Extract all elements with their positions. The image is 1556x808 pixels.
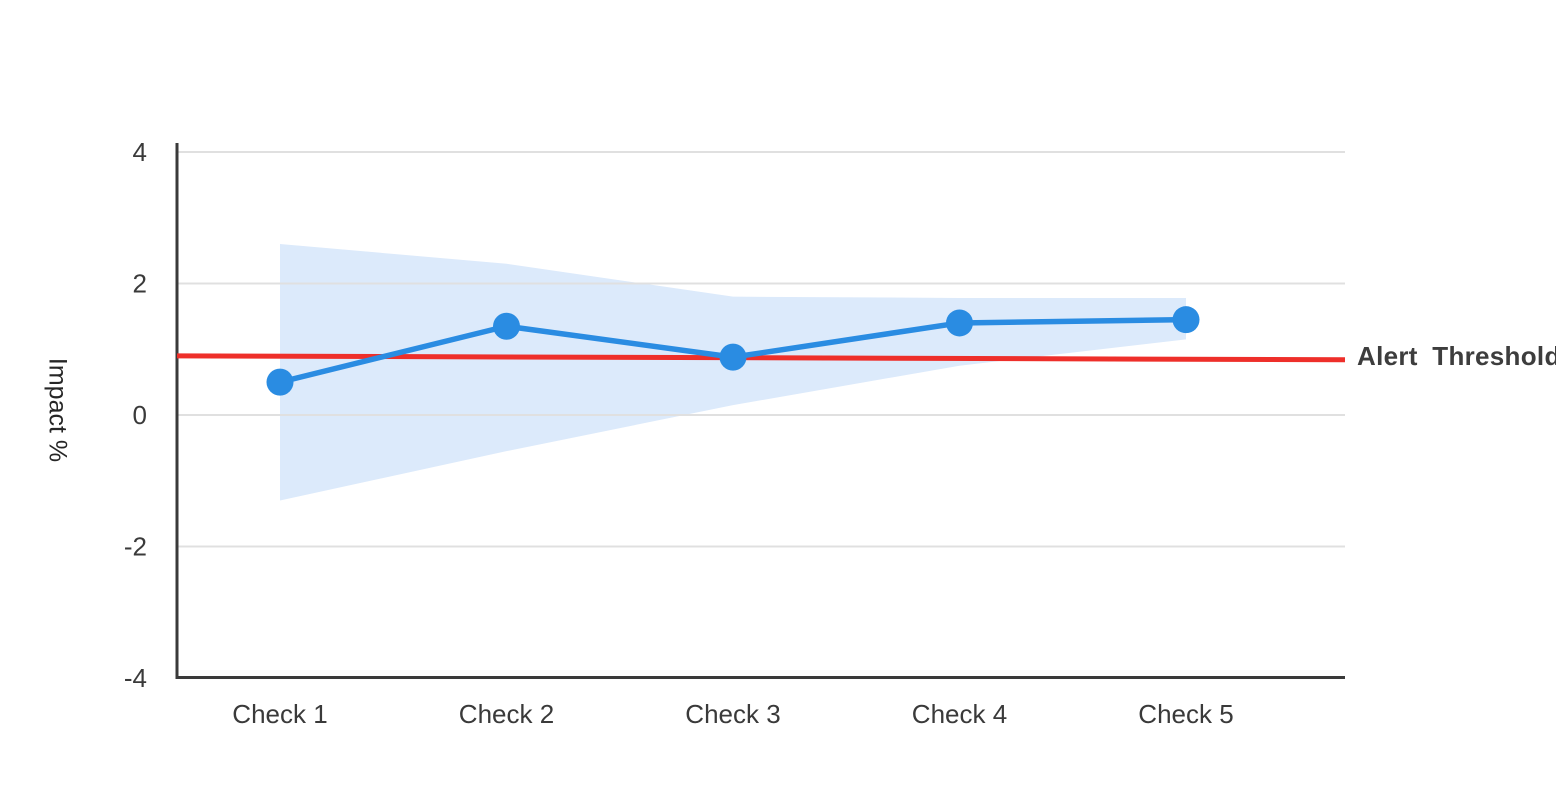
y-tick-label--2: -2 [124, 532, 147, 562]
data-point-check-1 [266, 368, 294, 396]
data-point-check-4 [946, 309, 973, 337]
confidence-band [280, 244, 1186, 501]
x-tick-label-5: Check 5 [1138, 699, 1233, 729]
x-tick-label-1: Check 1 [232, 699, 327, 729]
y-axis-label: Impact % [43, 357, 72, 463]
x-tick-label-2: Check 2 [459, 699, 554, 729]
y-tick-label-0: 0 [133, 400, 147, 430]
threshold-label: Alert Threshold [1357, 341, 1556, 371]
y-tick-label-4: 4 [133, 137, 147, 167]
data-point-check-2 [493, 312, 520, 340]
y-tick-label--4: -4 [124, 663, 147, 693]
y-tick-label-2: 2 [133, 269, 147, 299]
x-tick-label-4: Check 4 [912, 699, 1007, 729]
data-point-check-5 [1172, 306, 1200, 334]
alert-threshold-line [176, 353, 1346, 363]
data-point-check-3 [719, 343, 747, 371]
x-tick-label-3: Check 3 [685, 699, 780, 729]
